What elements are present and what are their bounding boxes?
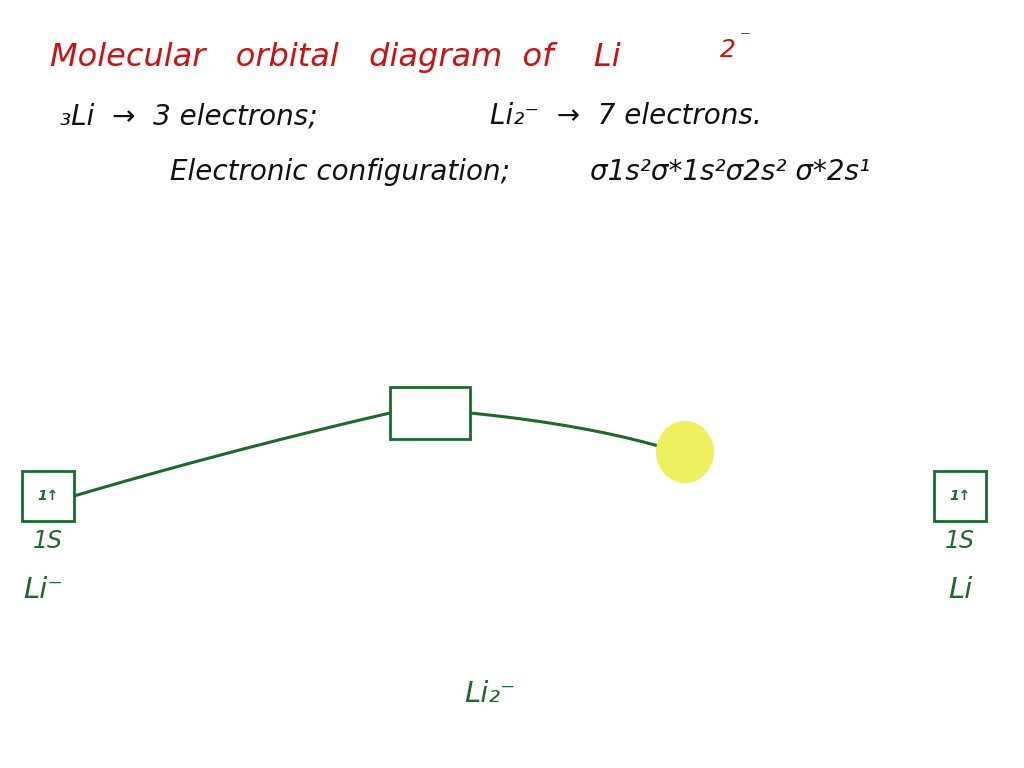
Text: ⁻: ⁻ [740, 28, 751, 48]
Text: Li⁻: Li⁻ [24, 576, 62, 604]
Text: 1↑: 1↑ [949, 489, 971, 503]
Text: ₃Li  →  3 electrons;: ₃Li → 3 electrons; [60, 102, 317, 130]
FancyBboxPatch shape [390, 387, 470, 439]
Text: Li: Li [948, 576, 972, 604]
Text: 1↑: 1↑ [37, 489, 58, 503]
Text: Li₂⁻  →  7 electrons.: Li₂⁻ → 7 electrons. [490, 102, 762, 130]
Ellipse shape [656, 421, 714, 483]
Text: 1S: 1S [945, 529, 975, 553]
Text: 2: 2 [720, 38, 736, 62]
Text: Electronic configuration;: Electronic configuration; [170, 158, 510, 186]
Text: σ1s²σ*1s²σ2s² σ*2s¹: σ1s²σ*1s²σ2s² σ*2s¹ [590, 158, 870, 186]
Text: Molecular   orbital   diagram  of    Li: Molecular orbital diagram of Li [50, 42, 621, 73]
FancyBboxPatch shape [934, 471, 986, 521]
FancyBboxPatch shape [22, 471, 74, 521]
Text: Li₂⁻: Li₂⁻ [464, 680, 516, 708]
Text: 1S: 1S [33, 529, 63, 553]
